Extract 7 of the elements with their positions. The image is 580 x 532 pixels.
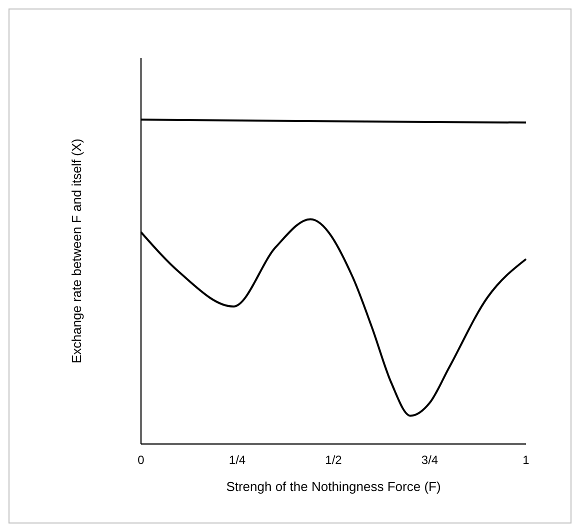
x-tick-label: 1/4 xyxy=(228,453,246,467)
x-axis-title: Strengh of the Nothingness Force (F) xyxy=(226,479,441,494)
x-tick-label: 3/4 xyxy=(421,453,438,467)
x-tick-label: 1 xyxy=(522,453,530,467)
x-tick-label: 0 xyxy=(138,453,145,467)
x-tick-label: 1/2 xyxy=(325,453,342,467)
y-axis-title: Exchange rate between F and itself (X) xyxy=(69,138,84,364)
